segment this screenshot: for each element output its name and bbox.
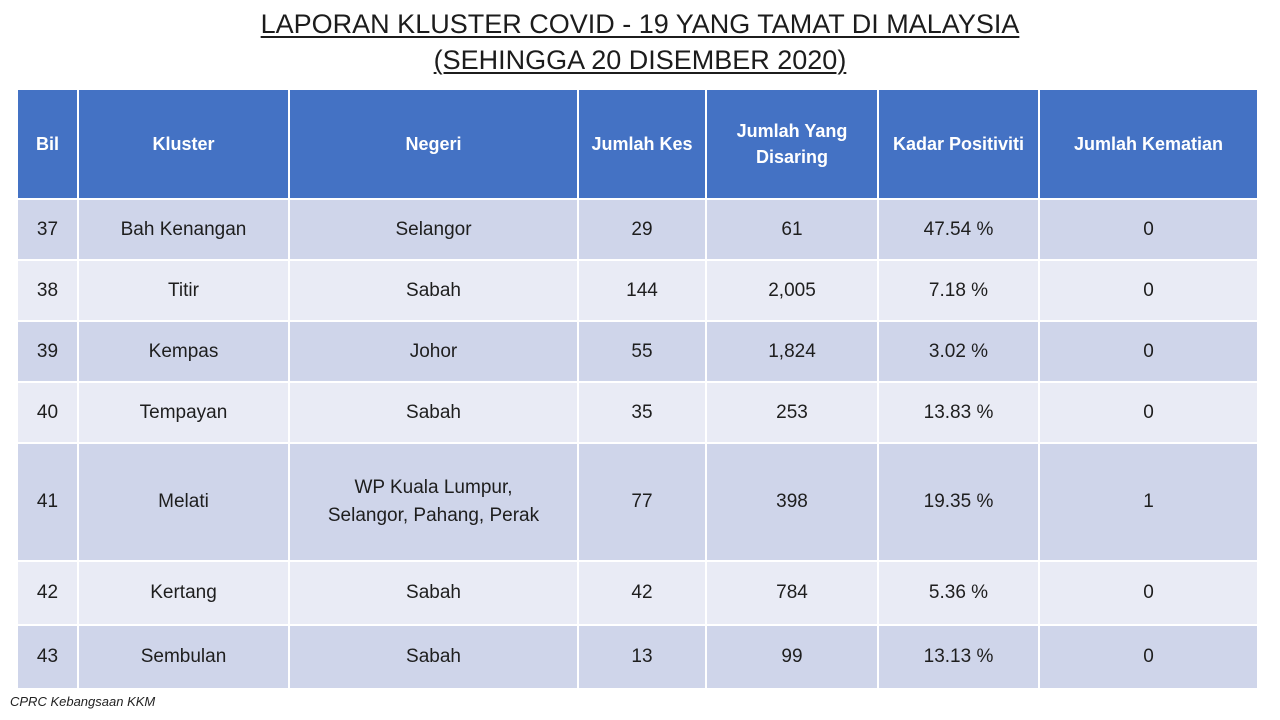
cell-kadar-positiviti: 7.18 % — [879, 261, 1038, 320]
cell-kadar-positiviti: 3.02 % — [879, 322, 1038, 381]
cell-jumlah-kematian: 0 — [1040, 383, 1257, 442]
cell-negeri: Sabah — [290, 261, 577, 320]
table-row: 37 Bah Kenangan Selangor 29 61 47.54 % 0 — [18, 200, 1257, 259]
header-kluster: Kluster — [79, 90, 288, 198]
cell-kadar-positiviti: 5.36 % — [879, 562, 1038, 624]
cell-bil: 37 — [18, 200, 77, 259]
header-jumlah-disaring: Jumlah Yang Disaring — [707, 90, 877, 198]
cell-jumlah-kes: 29 — [579, 200, 705, 259]
negeri-line-1: WP Kuala Lumpur, — [354, 477, 513, 498]
cell-jumlah-disaring: 61 — [707, 200, 877, 259]
cell-kluster: Titir — [79, 261, 288, 320]
table-row: 40 Tempayan Sabah 35 253 13.83 % 0 — [18, 383, 1257, 442]
cell-jumlah-disaring: 2,005 — [707, 261, 877, 320]
cell-kluster: Kertang — [79, 562, 288, 624]
cell-jumlah-kematian: 0 — [1040, 626, 1257, 688]
cell-jumlah-disaring: 253 — [707, 383, 877, 442]
cell-jumlah-kematian: 0 — [1040, 562, 1257, 624]
cell-jumlah-kes: 35 — [579, 383, 705, 442]
negeri-line-2: Selangor, Pahang, Perak — [327, 505, 540, 526]
cell-bil: 43 — [18, 626, 77, 688]
cell-jumlah-disaring: 99 — [707, 626, 877, 688]
table-row: 42 Kertang Sabah 42 784 5.36 % 0 — [18, 562, 1257, 624]
cell-kadar-positiviti: 19.35 % — [879, 444, 1038, 560]
cell-kluster: Tempayan — [79, 383, 288, 442]
cell-kluster: Sembulan — [79, 626, 288, 688]
table-row: 38 Titir Sabah 144 2,005 7.18 % 0 — [18, 261, 1257, 320]
cell-jumlah-kes: 77 — [579, 444, 705, 560]
title-line-1: LAPORAN KLUSTER COVID - 19 YANG TAMAT DI… — [260, 9, 1020, 39]
cell-kluster: Kempas — [79, 322, 288, 381]
cell-negeri: Sabah — [290, 383, 577, 442]
cell-jumlah-kematian: 1 — [1040, 444, 1257, 560]
cell-negeri: Sabah — [290, 626, 577, 688]
cell-jumlah-disaring: 784 — [707, 562, 877, 624]
cluster-table: Bil Kluster Negeri Jumlah Kes Jumlah Yan… — [16, 88, 1259, 690]
cell-bil: 38 — [18, 261, 77, 320]
cell-negeri: Johor — [290, 322, 577, 381]
cell-jumlah-kes: 13 — [579, 626, 705, 688]
table-row: 43 Sembulan Sabah 13 99 13.13 % 0 — [18, 626, 1257, 688]
source-footer: CPRC Kebangsaan KKM — [10, 694, 156, 709]
cell-jumlah-disaring: 398 — [707, 444, 877, 560]
cell-jumlah-kematian: 0 — [1040, 261, 1257, 320]
header-bil: Bil — [18, 90, 77, 198]
cell-jumlah-kes: 42 — [579, 562, 705, 624]
cell-bil: 39 — [18, 322, 77, 381]
cell-negeri: WP Kuala Lumpur, Selangor, Pahang, Perak — [290, 444, 577, 560]
header-negeri: Negeri — [290, 90, 577, 198]
cell-jumlah-kes: 55 — [579, 322, 705, 381]
cell-bil: 40 — [18, 383, 77, 442]
cell-negeri: Sabah — [290, 562, 577, 624]
header-jumlah-kes: Jumlah Kes — [579, 90, 705, 198]
cell-negeri: Selangor — [290, 200, 577, 259]
table-row: 39 Kempas Johor 55 1,824 3.02 % 0 — [18, 322, 1257, 381]
cell-jumlah-kematian: 0 — [1040, 200, 1257, 259]
cell-kadar-positiviti: 13.13 % — [879, 626, 1038, 688]
cell-jumlah-kes: 144 — [579, 261, 705, 320]
cell-kadar-positiviti: 13.83 % — [879, 383, 1038, 442]
cell-jumlah-disaring: 1,824 — [707, 322, 877, 381]
cell-bil: 42 — [18, 562, 77, 624]
table-header-row: Bil Kluster Negeri Jumlah Kes Jumlah Yan… — [18, 90, 1257, 198]
cell-bil: 41 — [18, 444, 77, 560]
cell-kluster: Melati — [79, 444, 288, 560]
table-row: 41 Melati WP Kuala Lumpur, Selangor, Pah… — [18, 444, 1257, 560]
cell-kadar-positiviti: 47.54 % — [879, 200, 1038, 259]
header-jumlah-kematian: Jumlah Kematian — [1040, 90, 1257, 198]
cell-jumlah-kematian: 0 — [1040, 322, 1257, 381]
cell-kluster: Bah Kenangan — [79, 200, 288, 259]
header-kadar-positiviti: Kadar Positiviti — [879, 90, 1038, 198]
report-title: LAPORAN KLUSTER COVID - 19 YANG TAMAT DI… — [0, 6, 1280, 78]
title-line-2: (SEHINGGA 20 DISEMBER 2020) — [433, 45, 847, 75]
